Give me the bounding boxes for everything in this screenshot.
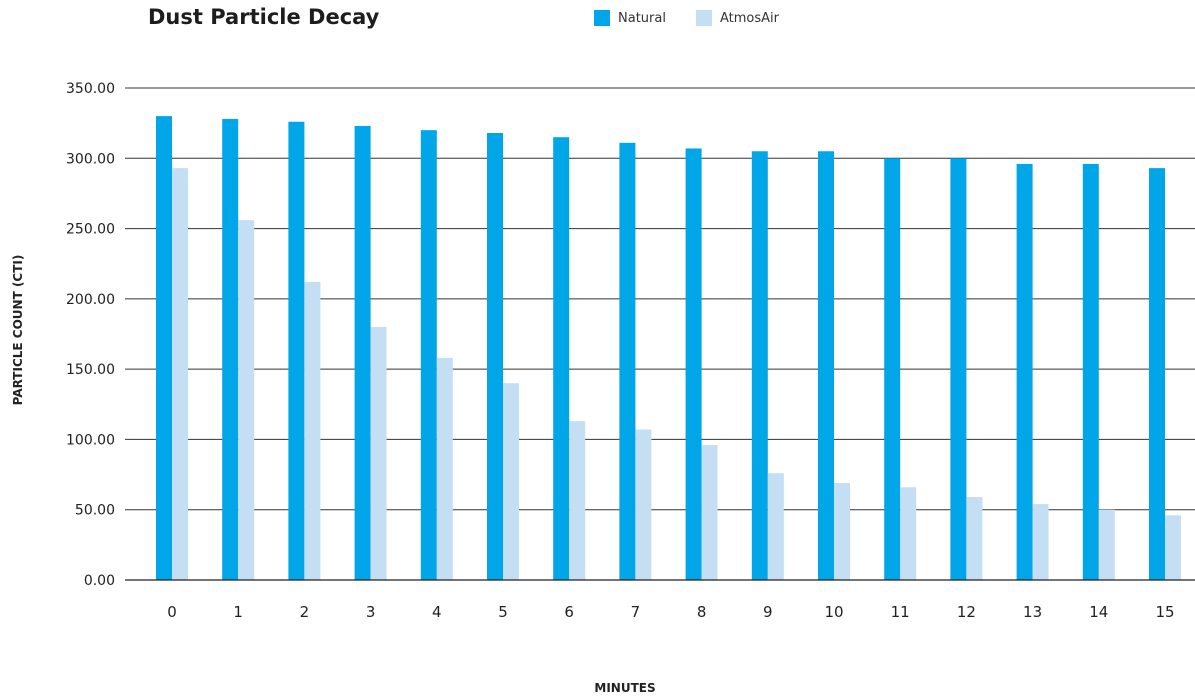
bar-atmosair-9 — [767, 473, 784, 580]
x-tick-label: 13 — [1023, 603, 1042, 621]
legend-item-natural: Natural — [594, 10, 666, 26]
bar-atmosair-2 — [304, 281, 321, 580]
x-tick-label: 6 — [564, 603, 574, 621]
bar-natural-6 — [553, 137, 570, 580]
x-tick-label: 14 — [1089, 603, 1108, 621]
bar-natural-12 — [950, 158, 967, 581]
bar-atmosair-5 — [503, 383, 519, 580]
bar-atmosair-4 — [436, 357, 453, 580]
bar-atmosair-10 — [834, 483, 850, 580]
bar-atmosair-7 — [635, 429, 652, 580]
x-tick-label: 8 — [697, 603, 707, 621]
bar-natural-8 — [685, 148, 702, 580]
x-tick-label: 5 — [498, 603, 508, 621]
y-tick-label: 150.00 — [66, 362, 115, 378]
bar-atmosair-11 — [900, 487, 917, 580]
x-tick-label: 4 — [432, 603, 442, 621]
x-tick-label: 2 — [300, 603, 310, 621]
y-tick-label: 300.00 — [66, 151, 115, 167]
bar-natural-13 — [1016, 163, 1033, 580]
x-axis-label: MINUTES — [594, 681, 656, 695]
bar-natural-11 — [884, 158, 901, 581]
bar-natural-15 — [1149, 168, 1165, 580]
legend-label-natural: Natural — [618, 10, 666, 26]
bar-natural-0 — [156, 116, 172, 580]
x-tick-label: 9 — [763, 603, 773, 621]
x-tick-label: 1 — [233, 603, 243, 621]
legend: Natural AtmosAir — [594, 10, 809, 26]
x-tick-label: 11 — [891, 603, 910, 621]
x-tick-label: 0 — [167, 603, 177, 621]
legend-label-atmosair: AtmosAir — [719, 10, 779, 26]
bar-atmosair-1 — [238, 220, 255, 580]
legend-item-atmosair: AtmosAir — [695, 10, 779, 26]
bar-natural-2 — [288, 121, 305, 580]
bar-atmosair-0 — [172, 168, 188, 580]
legend-swatch-natural — [594, 10, 610, 26]
legend-swatch-atmosair — [695, 10, 712, 26]
bar-atmosair-3 — [370, 326, 387, 580]
x-tick-label: 10 — [824, 603, 843, 621]
bar-natural-9 — [751, 151, 768, 580]
y-tick-label: 250.00 — [66, 222, 115, 238]
bar-atmosair-14 — [1098, 509, 1115, 580]
x-tick-label: 15 — [1155, 603, 1174, 621]
bar-natural-14 — [1082, 163, 1099, 580]
bar-atmosair-12 — [966, 497, 983, 580]
bar-natural-5 — [487, 132, 503, 581]
bar-atmosair-15 — [1165, 515, 1181, 580]
chart-title: Dust Particle Decay — [148, 5, 380, 29]
y-tick-label: 0.00 — [84, 573, 115, 589]
x-tick-label: 12 — [957, 603, 976, 621]
x-tick-label: 3 — [366, 603, 376, 621]
bar-natural-10 — [818, 151, 834, 580]
y-tick-label: 200.00 — [66, 292, 115, 308]
bar-natural-7 — [619, 142, 636, 580]
y-tick-label: 350.00 — [66, 81, 115, 97]
bar-natural-3 — [354, 125, 371, 580]
bar-natural-1 — [222, 118, 239, 580]
bar-atmosair-6 — [569, 421, 586, 580]
bar-natural-4 — [420, 130, 437, 580]
bar-atmosair-13 — [1032, 504, 1049, 580]
y-tick-label: 50.00 — [75, 503, 115, 519]
y-tick-label: 100.00 — [66, 432, 115, 448]
x-tick-label: 7 — [631, 603, 641, 621]
bar-atmosair-8 — [701, 445, 718, 580]
